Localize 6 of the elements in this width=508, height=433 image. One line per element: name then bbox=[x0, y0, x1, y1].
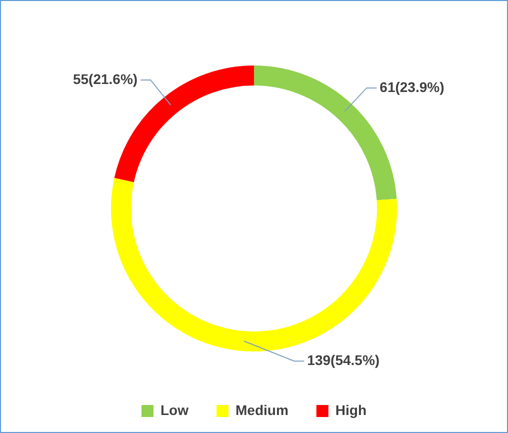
data-label: 55(21.6%) bbox=[72, 70, 138, 87]
data-label: 139(54.5%) bbox=[307, 352, 380, 368]
legend-label: Low bbox=[160, 402, 189, 418]
legend-label: Medium bbox=[236, 402, 288, 418]
data-label: 61(23.9%) bbox=[380, 78, 444, 95]
legend-label: High bbox=[335, 402, 366, 418]
